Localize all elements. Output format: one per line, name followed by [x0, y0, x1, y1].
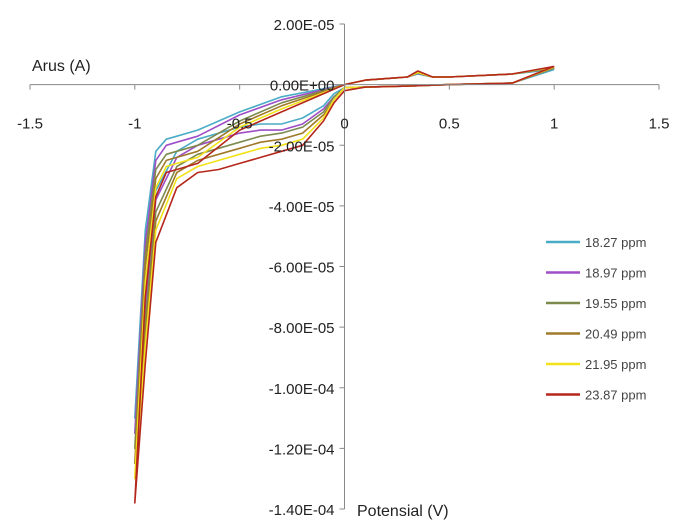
- x-tick-label: 1: [550, 116, 558, 133]
- y-tick-label: 0.00E+00: [270, 78, 335, 95]
- y-tick-label: -6.00E-05: [269, 260, 335, 277]
- y-ticks: 2.00E-05 0.00E+00 -2.00E-05 -4.00E-05 -6.00E…: [269, 17, 345, 519]
- legend-label: 19.55 ppm: [585, 296, 646, 311]
- y-axis-title: Arus (A): [32, 58, 91, 75]
- y-tick-label: -1.00E-04: [269, 381, 335, 398]
- y-tick-label: -4.00E-05: [269, 199, 335, 216]
- y-tick-label: -8.00E-05: [269, 320, 335, 337]
- series-curves: [134, 65, 555, 504]
- x-tick-label: -1.5: [17, 116, 43, 133]
- y-tick-label: -1.20E-04: [269, 441, 335, 458]
- legend: 18.27 ppm 18.97 ppm 19.55 ppm 20.49 ppm 21.9…: [546, 235, 646, 403]
- y-tick-label: 2.00E-05: [274, 17, 335, 34]
- legend-label: 18.27 ppm: [585, 235, 646, 250]
- x-tick-label: -0.5: [227, 116, 253, 133]
- x-axis-title: Potensial (V): [357, 503, 449, 520]
- y-tick-label: -2.00E-05: [269, 138, 335, 155]
- legend-label: 20.49 ppm: [585, 327, 646, 342]
- x-ticks: -1.5 -1 -0.5 0 0.5 1 1.5: [17, 84, 670, 133]
- y-tick-label: -1.40E-04: [269, 502, 335, 519]
- x-tick-label: 0.5: [439, 116, 460, 133]
- series-line: [134, 65, 555, 504]
- x-tick-label: 0: [340, 116, 348, 133]
- x-tick-label: -1: [128, 116, 141, 133]
- legend-label: 18.97 ppm: [585, 266, 646, 281]
- x-tick-label: 1.5: [649, 116, 670, 133]
- legend-label: 21.95 ppm: [585, 357, 646, 372]
- legend-label: 23.87 ppm: [585, 388, 646, 403]
- axes: -1.5 -1 -0.5 0 0.5 1 1.5 2.00E-05 0.00E+00 -2.00…: [17, 17, 669, 519]
